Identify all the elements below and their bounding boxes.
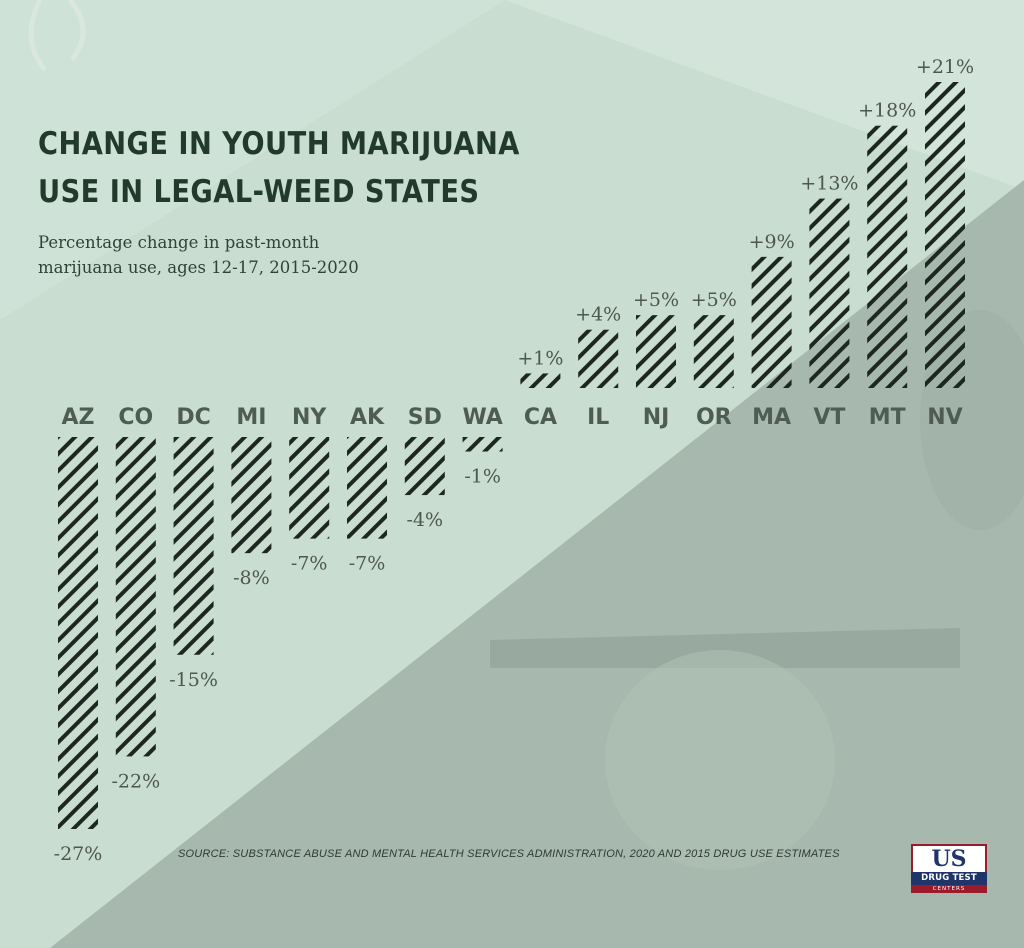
bar-ak bbox=[347, 437, 387, 539]
title-line-1: CHANGE IN YOUTH MARIJUANA bbox=[38, 126, 520, 162]
category-label-ca: CA bbox=[524, 405, 557, 430]
bar-ny bbox=[289, 437, 330, 539]
bar-vt bbox=[809, 198, 850, 388]
value-label-mi: -8% bbox=[233, 567, 270, 589]
value-label-ny: -7% bbox=[291, 553, 328, 575]
bar-ca bbox=[520, 373, 561, 388]
hand-graphic bbox=[605, 650, 835, 870]
value-label-mt: +18% bbox=[858, 100, 916, 122]
bar-nv bbox=[925, 82, 965, 388]
logo-us: US bbox=[911, 844, 987, 874]
chart-title: CHANGE IN YOUTH MARIJUANA USE IN LEGAL-W… bbox=[38, 120, 531, 216]
value-label-nv: +21% bbox=[916, 56, 974, 78]
category-label-ak: AK bbox=[350, 405, 385, 430]
category-label-ma: MA bbox=[752, 405, 791, 430]
category-label-or: OR bbox=[696, 405, 732, 430]
bar-mi bbox=[231, 437, 272, 554]
chart-subtitle: Percentage change in past-month marijuan… bbox=[38, 230, 368, 280]
subtitle-line-2: marijuana use, ages 12-17, 2015-2020 bbox=[38, 258, 359, 277]
value-label-il: +4% bbox=[575, 304, 621, 326]
category-label-mi: MI bbox=[236, 405, 266, 430]
bar-co bbox=[115, 437, 156, 757]
bar-az bbox=[58, 437, 98, 829]
bar-nj bbox=[636, 315, 676, 388]
value-label-dc: -15% bbox=[169, 669, 218, 691]
value-label-or: +5% bbox=[691, 289, 737, 311]
category-label-az: AZ bbox=[62, 405, 95, 430]
category-label-vt: VT bbox=[813, 405, 845, 430]
bar-sd bbox=[404, 437, 445, 496]
logo-drug-test: DRUG TEST bbox=[911, 872, 987, 885]
value-label-ma: +9% bbox=[749, 231, 795, 253]
category-label-sd: SD bbox=[408, 405, 442, 430]
value-label-vt: +13% bbox=[800, 173, 858, 195]
value-label-ak: -7% bbox=[349, 553, 386, 575]
title-line-2: USE IN LEGAL-WEED STATES bbox=[38, 174, 480, 210]
value-label-sd: -4% bbox=[407, 509, 444, 531]
category-label-ny: NY bbox=[292, 405, 327, 430]
source-note: SOURCE: SUBSTANCE ABUSE AND MENTAL HEALT… bbox=[178, 848, 840, 860]
value-label-nj: +5% bbox=[633, 289, 679, 311]
bar-dc bbox=[173, 437, 214, 655]
bar-or bbox=[693, 315, 734, 388]
value-label-az: -27% bbox=[54, 843, 103, 865]
us-drug-test-centers-logo: US DRUG TEST CENTERS bbox=[911, 844, 987, 894]
category-label-nv: NV bbox=[927, 405, 962, 430]
category-label-mt: MT bbox=[869, 405, 906, 430]
bar-il bbox=[578, 329, 619, 388]
logo-centers: CENTERS bbox=[911, 885, 987, 893]
joint-graphic bbox=[490, 628, 960, 668]
category-label-co: CO bbox=[118, 405, 153, 430]
bar-mt bbox=[867, 125, 908, 388]
category-label-dc: DC bbox=[176, 405, 210, 430]
category-label-il: IL bbox=[587, 405, 609, 430]
value-label-wa: -1% bbox=[464, 466, 501, 488]
bar-ma bbox=[751, 256, 792, 388]
category-label-wa: WA bbox=[462, 405, 502, 430]
value-label-co: -22% bbox=[111, 770, 160, 792]
value-label-ca: +1% bbox=[517, 347, 563, 369]
leaf-graphic bbox=[28, 0, 86, 72]
category-label-nj: NJ bbox=[643, 405, 670, 430]
subtitle-line-1: Percentage change in past-month bbox=[38, 233, 320, 252]
bar-wa bbox=[462, 437, 503, 452]
